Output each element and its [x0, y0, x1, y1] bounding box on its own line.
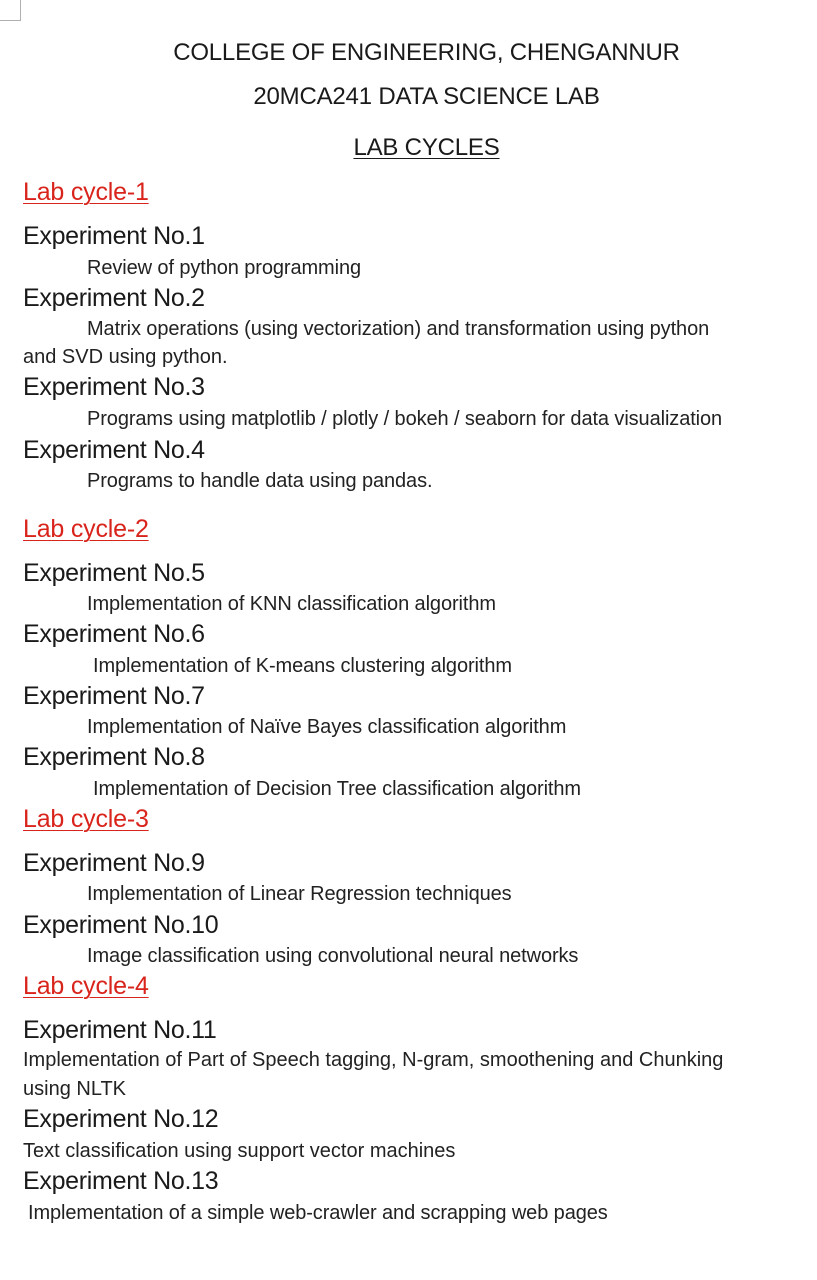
experiment-13-description: Implementation of a simple web-crawler a…: [28, 1202, 608, 1224]
lab-cycle-1-title: Lab cycle-1: [23, 178, 149, 206]
experiment-7-description: Implementation of Naïve Bayes classifica…: [87, 716, 567, 738]
college-name: COLLEGE OF ENGINEERING, CHENGANNUR: [173, 39, 680, 66]
experiment-5-title: Experiment No.5: [23, 559, 205, 587]
experiment-2-description: Matrix operations (using vectorization) …: [87, 318, 710, 340]
experiment-8-description: Implementation of Decision Tree classifi…: [93, 778, 581, 800]
course-title: 20MCA241 DATA SCIENCE LAB: [253, 83, 600, 110]
experiment-5-description: Implementation of KNN classification alg…: [87, 593, 496, 615]
experiment-12-title: Experiment No.12: [23, 1105, 219, 1133]
experiment-12-description: Text classification using support vector…: [23, 1140, 456, 1162]
experiment-9-description: Implementation of Linear Regression tech…: [87, 883, 512, 905]
page-corner-mark: [0, 0, 21, 21]
experiment-10-description: Image classification using convolutional…: [87, 945, 579, 967]
experiment-8-title: Experiment No.8: [23, 743, 205, 771]
experiment-11-description: Implementation of Part of Speech tagging…: [23, 1049, 724, 1071]
experiment-1-description: Review of python programming: [87, 257, 361, 279]
experiment-7-title: Experiment No.7: [23, 682, 205, 710]
experiment-1-title: Experiment No.1: [23, 222, 205, 250]
experiment-13-title: Experiment No.13: [23, 1167, 219, 1195]
experiment-4-title: Experiment No.4: [23, 436, 205, 464]
experiment-10-title: Experiment No.10: [23, 911, 219, 939]
lab-cycle-3-title: Lab cycle-3: [23, 805, 149, 833]
lab-cycles-heading: LAB CYCLES: [353, 134, 500, 161]
experiment-9-title: Experiment No.9: [23, 849, 205, 877]
experiment-6-description: Implementation of K-means clustering alg…: [93, 655, 512, 677]
experiment-3-title: Experiment No.3: [23, 373, 205, 401]
experiment-11-description-cont: using NLTK: [23, 1078, 127, 1100]
experiment-3-description: Programs using matplotlib / plotly / bok…: [87, 408, 723, 430]
lab-cycle-4-title: Lab cycle-4: [23, 972, 149, 1000]
lab-cycle-2-title: Lab cycle-2: [23, 515, 149, 543]
experiment-4-description: Programs to handle data using pandas.: [87, 470, 433, 492]
experiment-2-description-cont: and SVD using python.: [23, 346, 228, 368]
experiment-2-title: Experiment No.2: [23, 284, 205, 312]
experiment-11-title: Experiment No.11: [23, 1016, 217, 1044]
experiment-6-title: Experiment No.6: [23, 620, 205, 648]
